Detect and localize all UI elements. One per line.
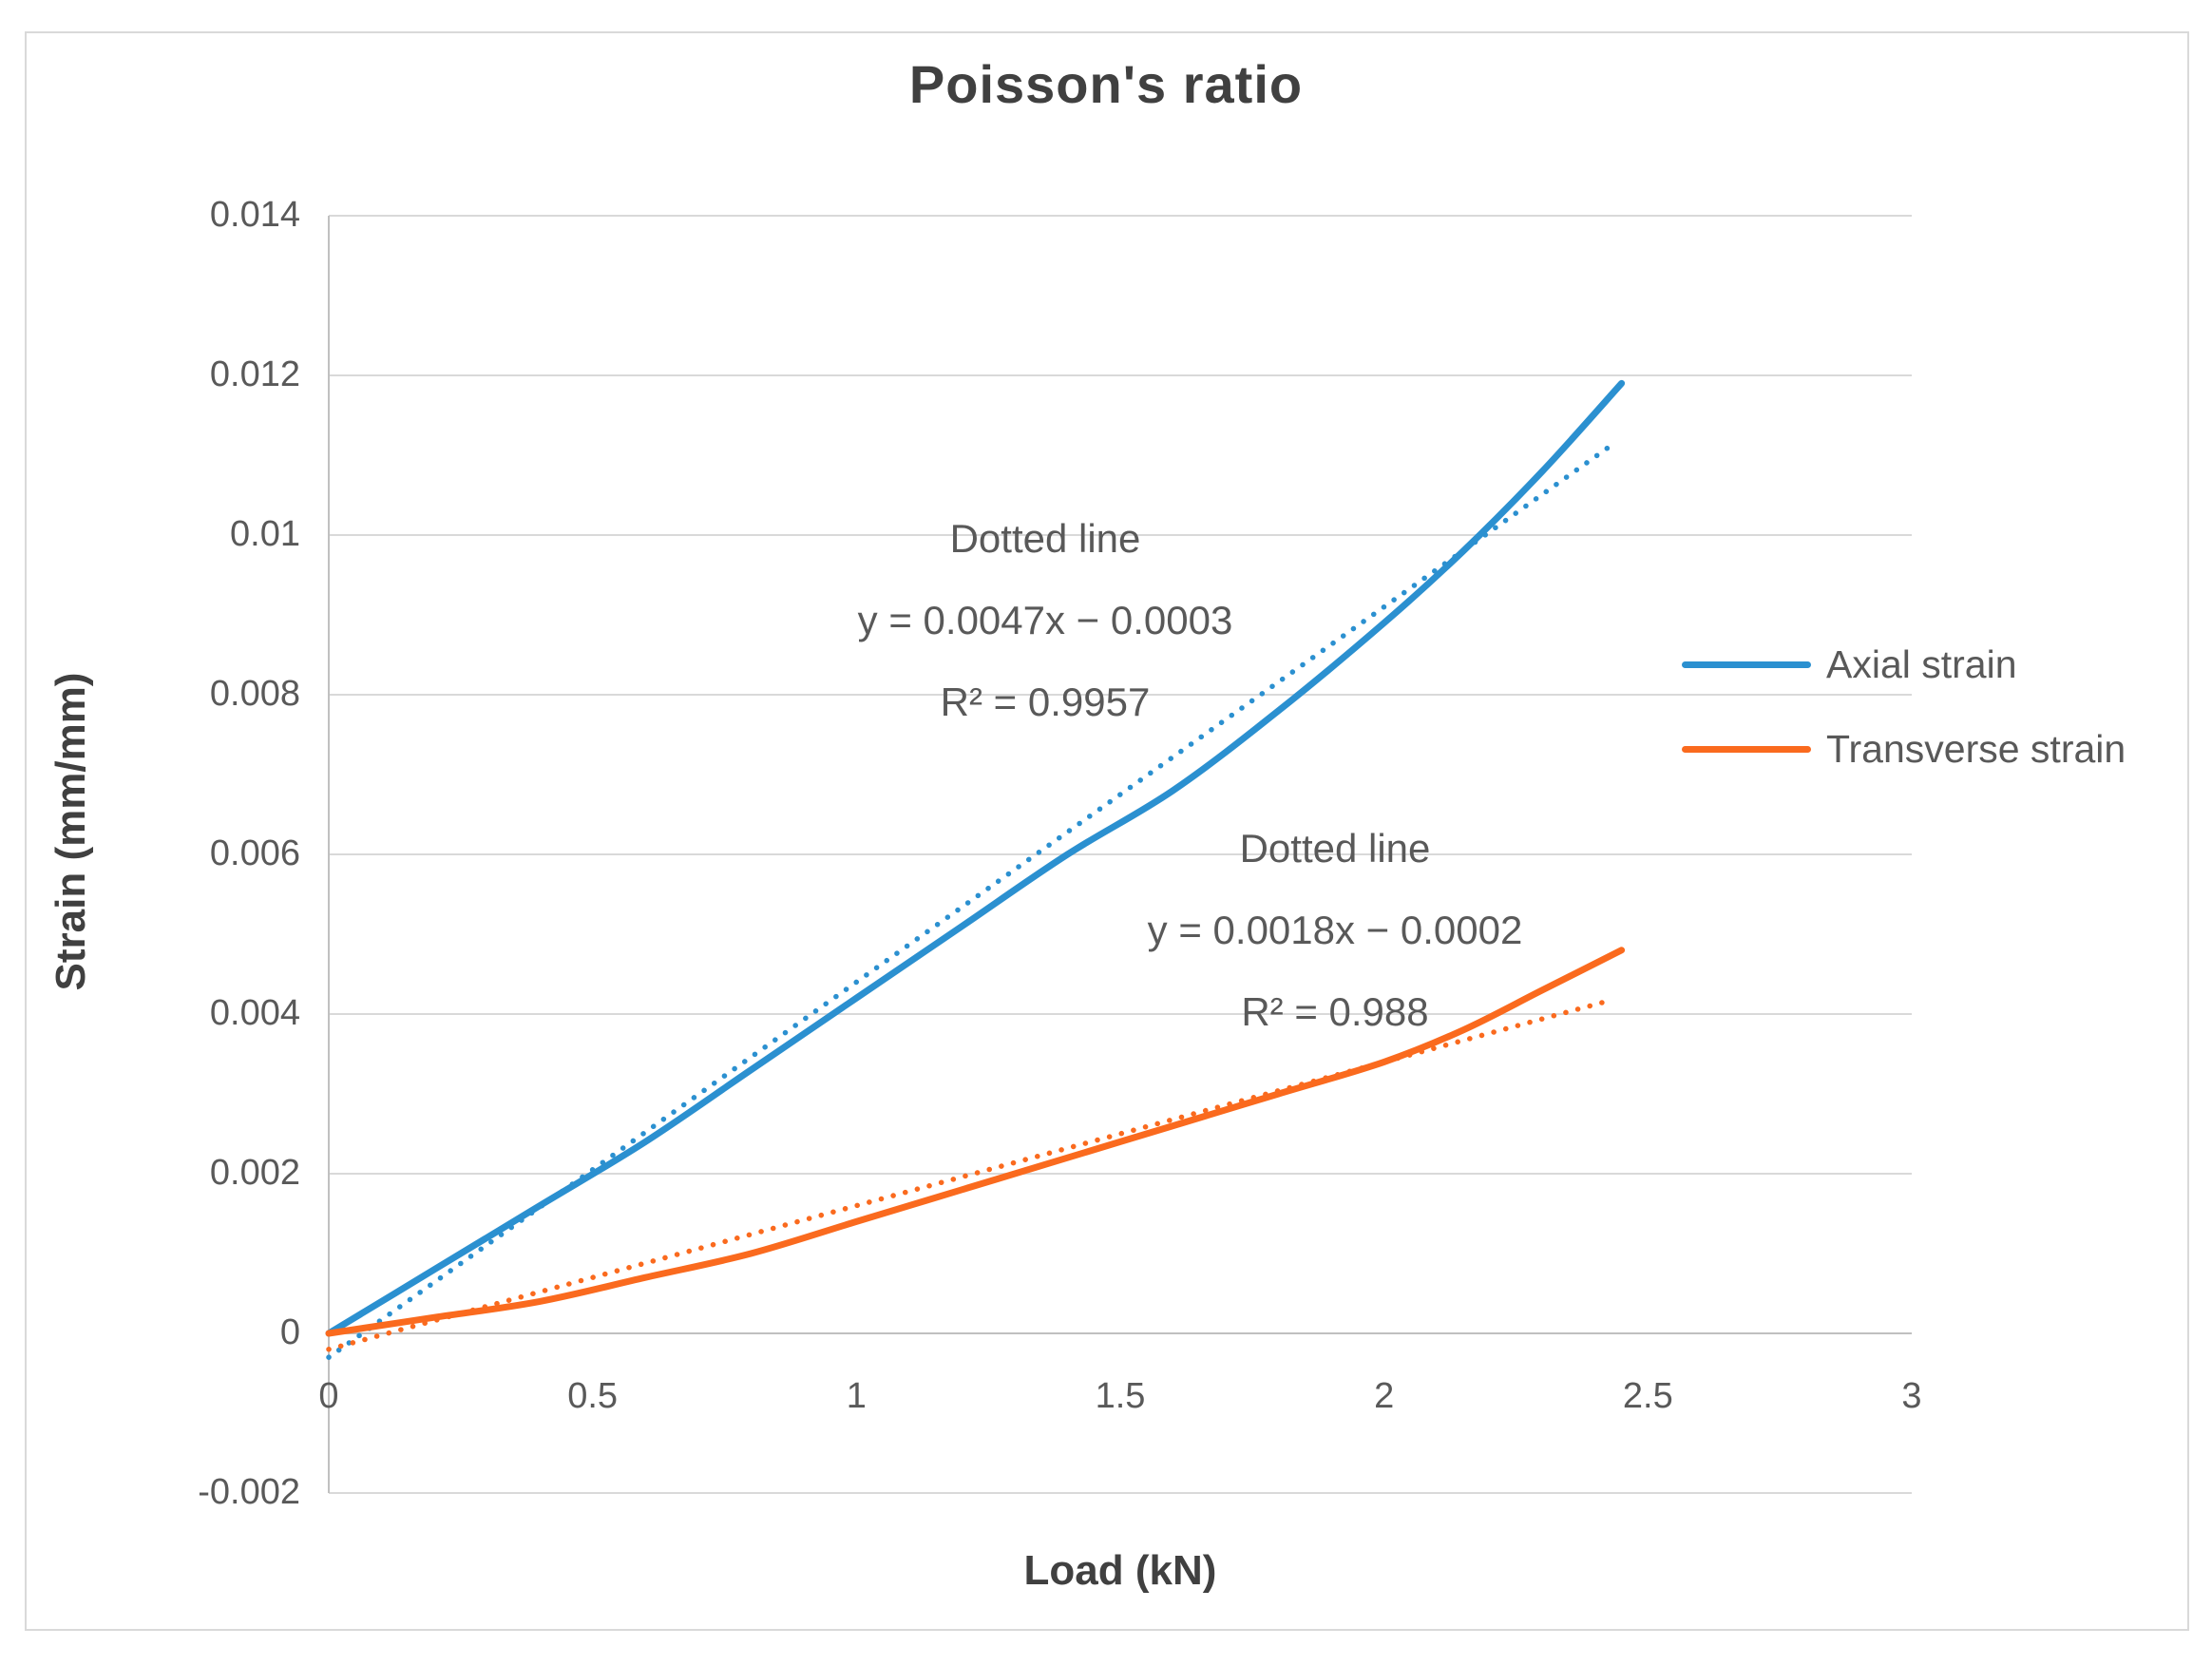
y-tick-label: 0 — [279, 1312, 300, 1352]
y-tick-label: 0.002 — [209, 1153, 300, 1193]
x-tick-label: 2 — [1374, 1376, 1395, 1416]
x-tick-label: 0 — [318, 1376, 339, 1416]
series-transverse-strain-trendline[interactable] — [326, 997, 1614, 1352]
trendline-annotation-2: Dotted line y = 0.0018x − 0.0002 R² = 0.98… — [1148, 808, 1523, 1053]
y-tick-label: 0.014 — [209, 195, 300, 235]
y-tick-label: 0.012 — [209, 354, 300, 394]
legend: Axial strain Transverse strain — [1682, 642, 2126, 812]
legend-line-swatch — [1682, 661, 1811, 668]
legend-line-swatch — [1682, 746, 1811, 753]
legend-label: Axial strain — [1826, 642, 2017, 686]
x-tick-label: 3 — [1901, 1376, 1922, 1416]
chart-title: Poisson's ratio — [908, 54, 1304, 114]
series-axial-strain-trendline[interactable] — [326, 443, 1614, 1360]
x-axis-title: Load (kN) — [1023, 1547, 1217, 1594]
x-tick-label: 0.5 — [567, 1376, 619, 1416]
y-tick-label: -0.002 — [198, 1472, 300, 1512]
y-tick-label: 0.01 — [230, 514, 300, 554]
legend-label: Transverse strain — [1826, 727, 2126, 771]
annotation-line: y = 0.0047x − 0.0003 — [857, 598, 1233, 642]
x-tick-label: 1.5 — [1095, 1376, 1146, 1416]
series-transverse-strain[interactable] — [325, 947, 1626, 1337]
annotation-line: y = 0.0018x − 0.0002 — [1147, 908, 1523, 952]
legend-item-axial-strain[interactable]: Axial strain — [1682, 642, 2126, 687]
y-tick-label: 0.004 — [209, 993, 300, 1033]
annotation-line: R² = 0.988 — [1241, 989, 1429, 1034]
legend-item-transverse-strain[interactable]: Transverse strain — [1682, 727, 2126, 772]
y-tick-label: 0.006 — [209, 833, 300, 873]
trendline-annotation-1: Dotted line y = 0.0047x − 0.0003 R² = 0.99… — [858, 498, 1233, 743]
x-tick-label: 2.5 — [1622, 1376, 1673, 1416]
x-tick-label: 1 — [846, 1376, 867, 1416]
annotation-line: R² = 0.9957 — [940, 680, 1151, 724]
y-tick-label: 0.008 — [209, 674, 300, 714]
annotation-line: Dotted line — [1239, 826, 1431, 871]
annotation-line: Dotted line — [949, 516, 1141, 561]
